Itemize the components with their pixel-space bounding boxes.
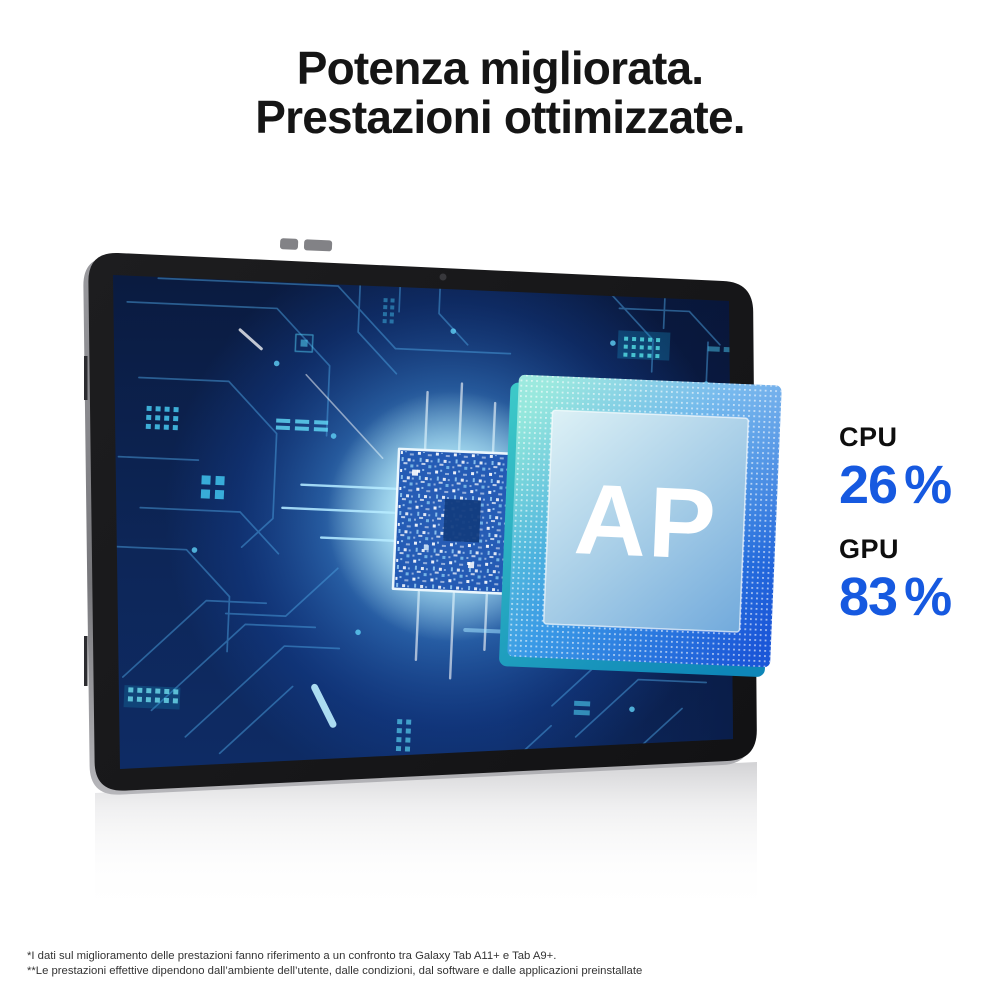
cpu-value: 26%: [839, 458, 999, 512]
tablet-top-buttons: [279, 238, 333, 252]
cpu-value-number: 26: [839, 455, 898, 515]
processor-chip-inner-plate: [542, 409, 750, 633]
gpu-label: GPU: [839, 534, 900, 564]
cpu-label: CPU: [839, 422, 898, 452]
tablet-reflection: [95, 762, 757, 935]
footnote-1: *I dati sul miglioramento delle prestazi…: [27, 950, 557, 962]
processor-chip-label: AP: [572, 463, 719, 581]
cpu-stat: CPU 26%: [839, 422, 999, 512]
gpu-value-number: 83: [839, 567, 898, 627]
headline-line-1: Potenza migliorata.: [296, 42, 704, 94]
cpu-value-unit: %: [904, 455, 953, 515]
tablet-camera-dot: [439, 273, 447, 281]
gpu-value: 83%: [839, 570, 999, 624]
onscreen-chip: [391, 447, 517, 596]
footnote-2: **Le prestazioni effettive dipendono dal…: [27, 964, 643, 977]
tablet-side-button: [84, 356, 88, 400]
footnotes: *I dati sul miglioramento delle prestazi…: [27, 949, 747, 978]
gpu-value-unit: %: [904, 567, 953, 627]
headline-line-2: Prestazioni ottimizzate.: [255, 91, 745, 143]
tablet-side-slot: [84, 636, 88, 686]
circuit-dot-cluster: [123, 298, 733, 752]
headline: Potenza migliorata. Prestazioni ottimizz…: [0, 44, 1000, 142]
processor-chip: AP: [499, 374, 782, 677]
gpu-stat: GPU 83%: [839, 534, 999, 624]
stats-panel: CPU 26% GPU 83%: [839, 422, 999, 624]
